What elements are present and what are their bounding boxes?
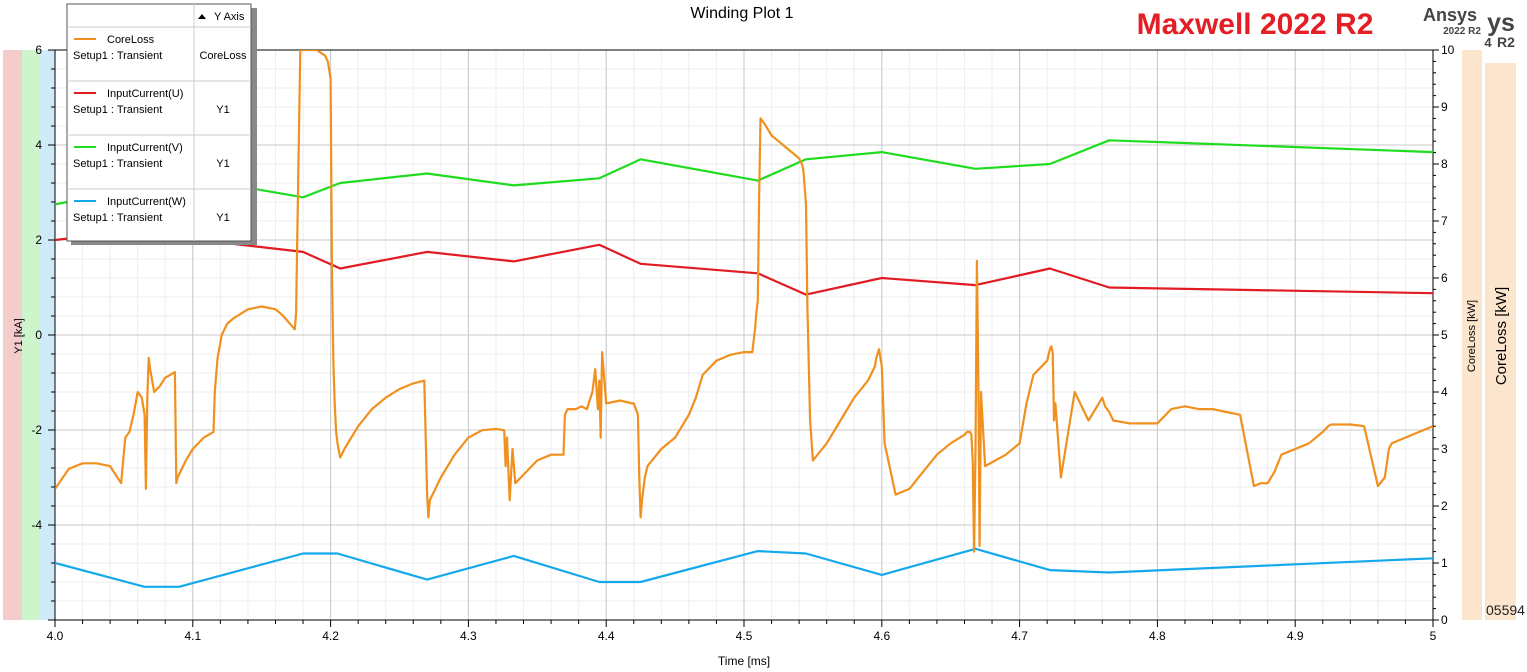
series-line-inputcurrent-v[interactable] [55,139,1433,206]
ansys-brand-name-partial: ys [1487,9,1515,37]
y1-axis-label: Y1 [kA] [13,318,25,353]
coreloss-tick-label: 1 [1441,556,1448,570]
series-line-coreloss[interactable] [55,50,1433,553]
side-number: 05594 [1486,602,1525,618]
chart-title: Winding Plot 1 [690,5,793,22]
y1-tick-label: 4 [35,138,42,152]
coreloss-axis-label-outer: CoreLoss [kW] [1493,287,1510,385]
x-tick-label: 5 [1430,629,1437,643]
x-tick-label: 4.7 [1011,629,1028,643]
coreloss-tick-label: 10 [1441,43,1455,57]
legend-entry[interactable]: InputCurrent(W) Setup1 : Transient Y1 [73,196,230,224]
sort-up-icon[interactable] [198,14,206,19]
coreloss-tick-label: 2 [1441,499,1448,513]
x-tick-label: 4.5 [736,629,753,643]
x-tick-label: 4.3 [460,629,477,643]
legend-series-source: Setup1 : Transient [73,50,162,62]
coreloss-axis-label: CoreLoss [kW] [1466,300,1478,372]
legend-series-name: CoreLoss [107,34,155,46]
legend-entry[interactable]: InputCurrent(U) Setup1 : Transient Y1 [73,88,230,116]
x-tick-label: 4.0 [47,629,64,643]
legend-series-source: Setup1 : Transient [73,158,162,170]
x-tick-label: 4.4 [598,629,615,643]
coreloss-tick-label: 9 [1441,100,1448,114]
y1-axis-band-blue [39,50,55,620]
y1-axis-band-red [3,50,22,620]
legend-entry[interactable]: CoreLoss Setup1 : Transient CoreLoss [73,34,247,62]
coreloss-tick-label: 8 [1441,157,1448,171]
coreloss-axis-band-outer [1485,63,1516,620]
y1-tick-label: -4 [31,518,42,532]
x-tick-label: 4.8 [1149,629,1166,643]
coreloss-tick-label: 7 [1441,214,1448,228]
ansys-brand-digit-partial: 4 [1484,35,1492,50]
x-tick-label: 4.1 [184,629,201,643]
coreloss-tick-label: 0 [1441,613,1448,627]
legend-series-axis: Y1 [216,158,229,170]
series-line-inputcurrent-u[interactable] [55,229,1433,296]
series-line-inputcurrent-w[interactable] [55,547,1433,588]
maxwell-watermark: Maxwell 2022 R2 [1137,8,1374,41]
y1-axis-band-green [22,50,39,620]
y1-tick-label: 0 [35,328,42,342]
x-tick-label: 4.6 [873,629,890,643]
legend-series-source: Setup1 : Transient [73,212,162,224]
legend-series-name: InputCurrent(V) [107,142,183,154]
coreloss-tick-label: 6 [1441,271,1448,285]
x-tick-label: 4.9 [1287,629,1304,643]
legend-entry[interactable]: InputCurrent(V) Setup1 : Transient Y1 [73,142,230,170]
ticks: 4.0 4.1 4.2 4.3 4.4 4.5 4.6 4.7 4.8 4.9 5 6 4 2 0 -2 -4 1… [31,43,1454,643]
y1-tick-label: 2 [35,233,42,247]
coreloss-tick-label: 4 [1441,385,1448,399]
legend-series-name: InputCurrent(U) [107,88,183,100]
legend-series-axis: Y1 [216,212,229,224]
x-tick-label: 4.2 [322,629,339,643]
series-lines [55,50,1433,588]
legend-header: Y Axis [214,11,245,23]
legend-series-axis: Y1 [216,104,229,116]
legend-series-name: InputCurrent(W) [107,196,186,208]
legend-series-source: Setup1 : Transient [73,104,162,116]
x-axis-label: Time [ms] [718,654,770,668]
y1-tick-label: 6 [35,43,42,57]
coreloss-tick-label: 3 [1441,442,1448,456]
y1-tick-label: -2 [31,423,42,437]
legend-series-axis: CoreLoss [199,50,247,62]
ansys-brand-name: Ansys [1423,5,1477,25]
coreloss-axis-band [1462,50,1482,620]
legend-box [66,3,252,242]
ansys-brand-version-partial: R2 [1497,34,1515,50]
ansys-brand-version: 2022 R2 [1443,26,1481,37]
coreloss-tick-label: 5 [1441,328,1448,342]
